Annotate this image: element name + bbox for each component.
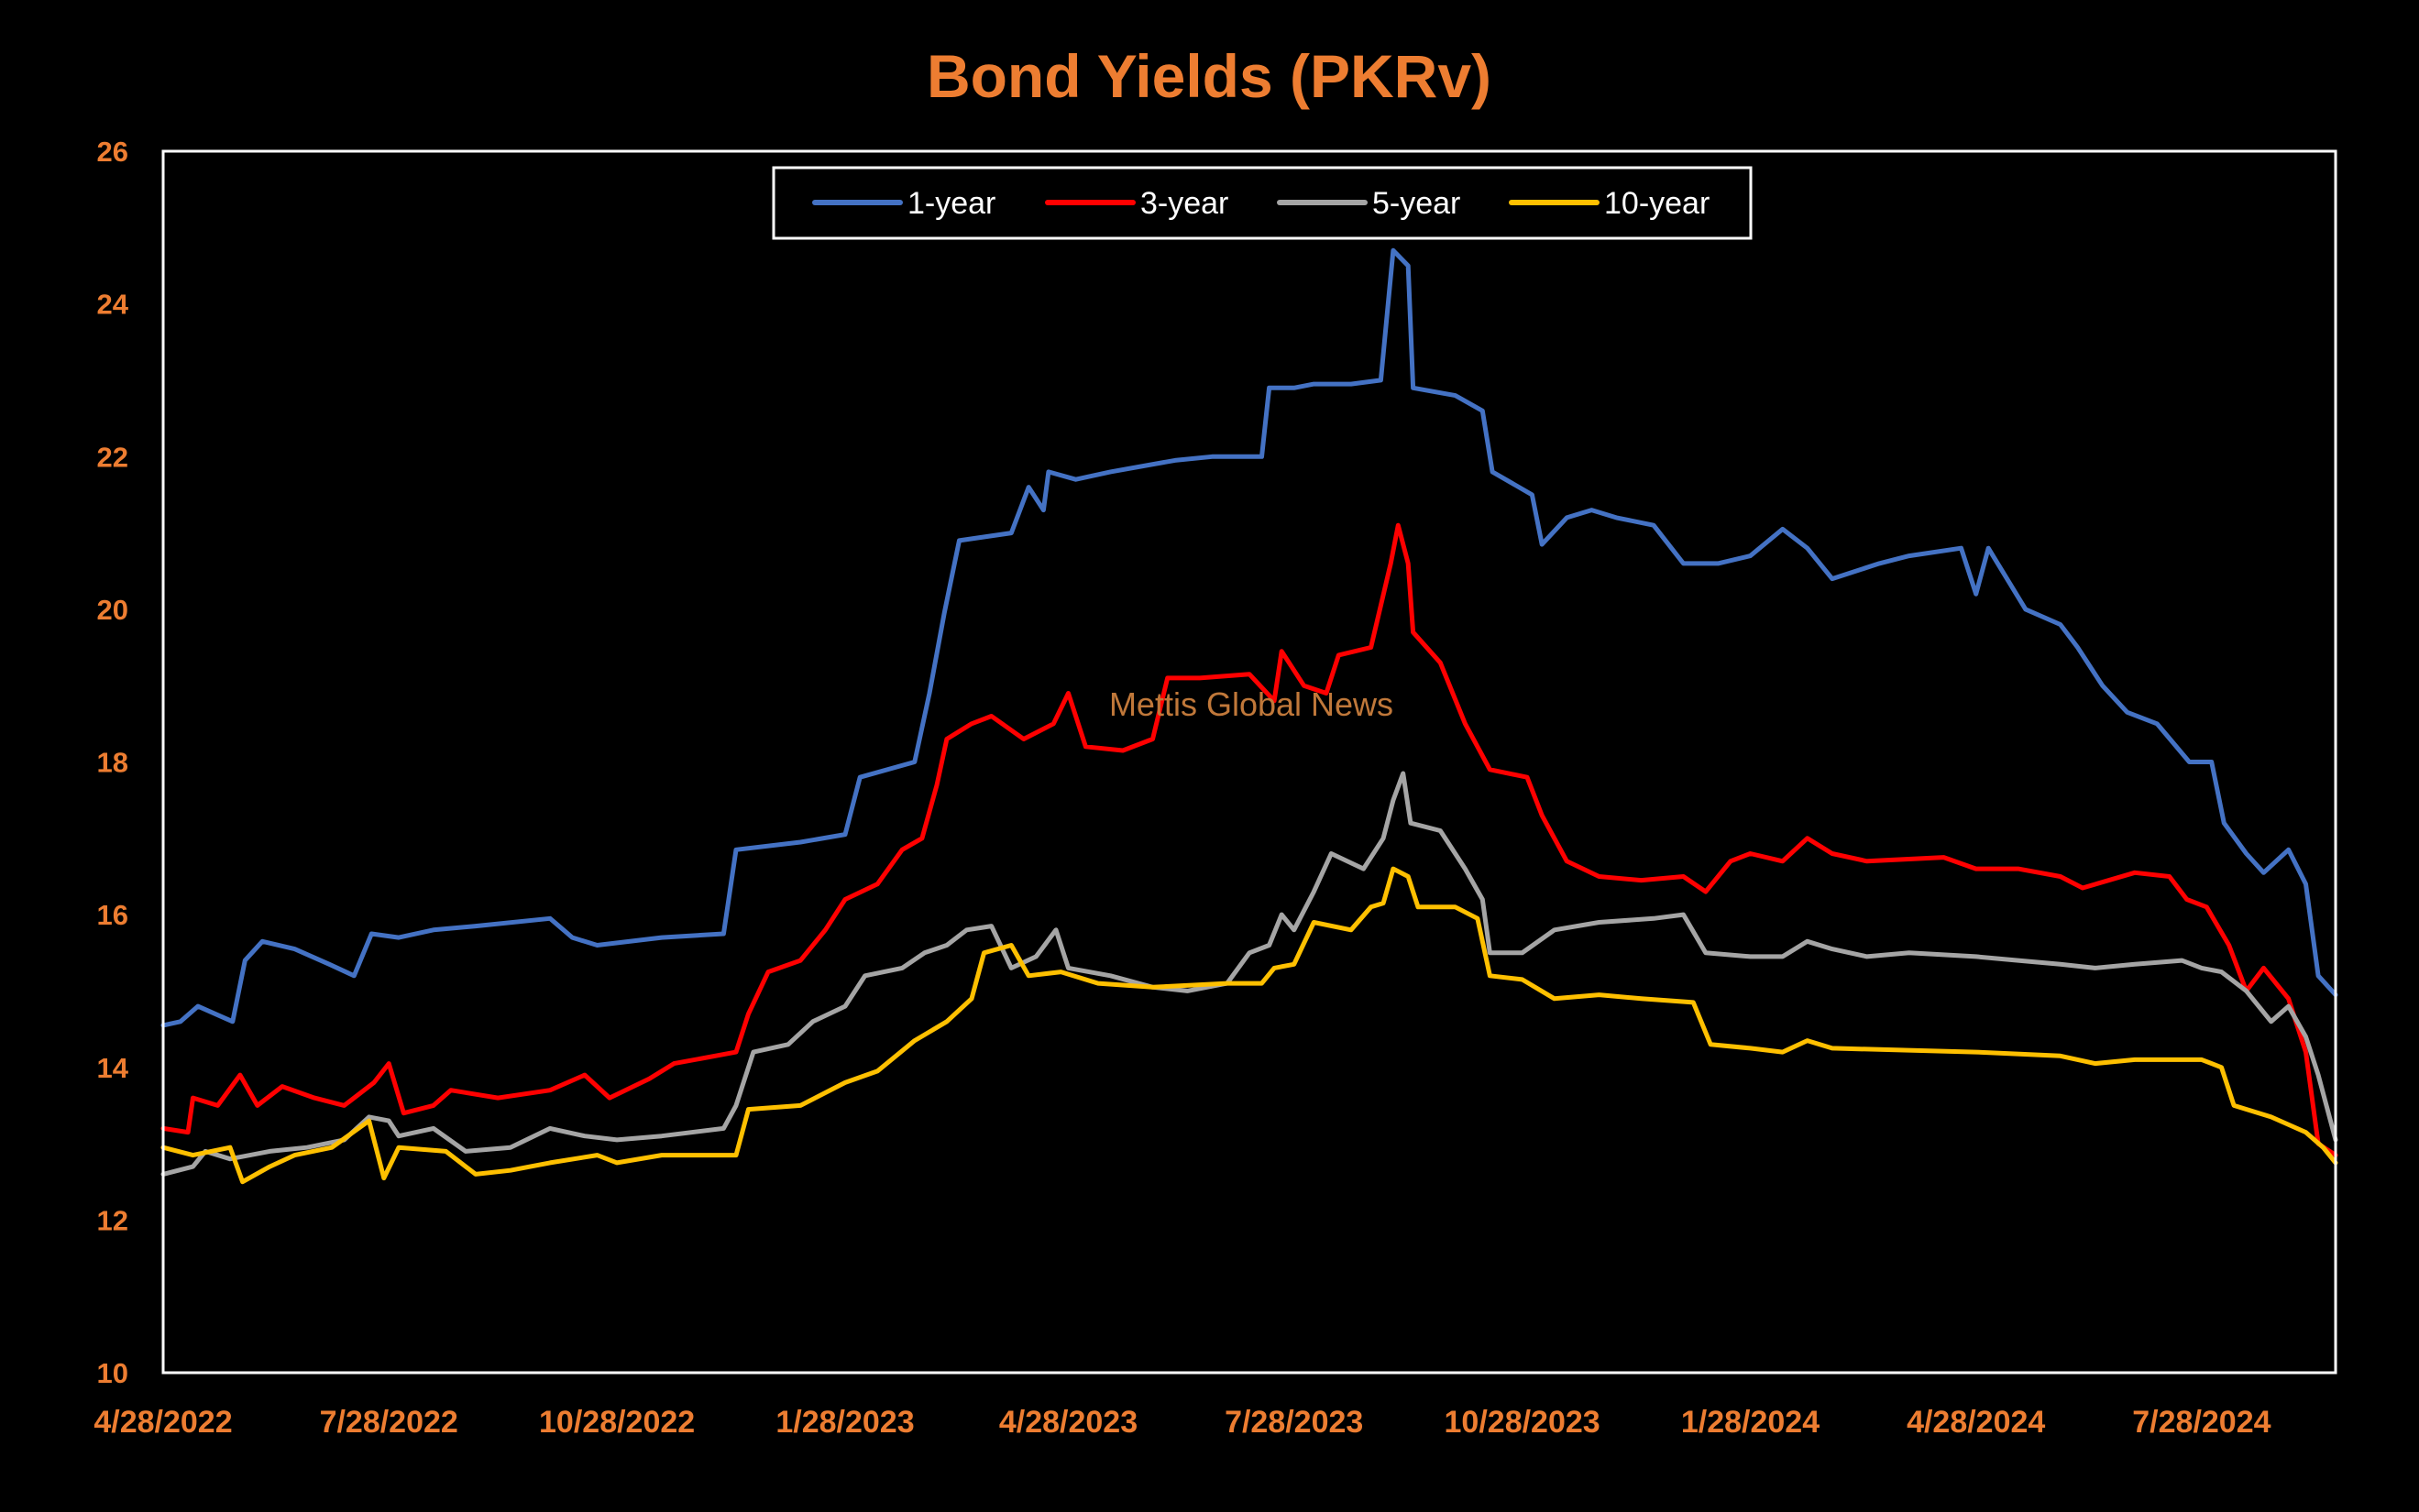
- x-axis-ticks: 4/28/2022 7/28/2022 10/28/2022 1/28/2023 4/2…: [93, 1405, 2271, 1440]
- x-tick-label: 4/28/2024: [1907, 1405, 2045, 1440]
- series-line-10-year: [160, 866, 2338, 1185]
- x-tick-label: 4/28/2022: [93, 1405, 232, 1440]
- x-tick-label: 7/28/2023: [1225, 1405, 1363, 1440]
- y-tick-label: 12: [97, 1204, 128, 1236]
- series-line-5-year: [160, 771, 2338, 1177]
- series-lines: [160, 247, 2338, 1185]
- y-tick-label: 26: [97, 136, 128, 168]
- legend-label: 1-year: [907, 186, 995, 221]
- x-tick-label: 4/28/2023: [999, 1405, 1138, 1440]
- y-tick-label: 10: [97, 1357, 128, 1389]
- x-tick-label: 1/28/2023: [775, 1405, 914, 1440]
- y-tick-label: 18: [97, 747, 128, 779]
- legend-label: 5-year: [1372, 186, 1460, 221]
- legend-item-10-year: 10-year: [1509, 186, 1710, 221]
- series-line-1-year: [160, 247, 2338, 1028]
- x-tick-label: 7/28/2024: [2132, 1405, 2271, 1440]
- plot-area-border: [161, 149, 2337, 1375]
- legend-item-3-year: 3-year: [1045, 186, 1228, 221]
- x-tick-label: 7/28/2022: [320, 1405, 458, 1440]
- legend-label: 3-year: [1140, 186, 1228, 221]
- x-tick-label: 1/28/2024: [1681, 1405, 1820, 1440]
- legend-label: 10-year: [1604, 186, 1710, 221]
- legend: 1-year 3-year 5-year 10-year: [772, 166, 1753, 240]
- y-tick-label: 22: [97, 441, 128, 473]
- y-tick-label: 14: [97, 1052, 129, 1084]
- y-tick-label: 24: [97, 289, 129, 321]
- legend-item-1-year: 1-year: [812, 186, 995, 221]
- y-tick-label: 20: [97, 594, 128, 626]
- watermark-text: Mettis Global News: [1109, 685, 1393, 723]
- y-tick-label: 16: [97, 899, 128, 931]
- series-line-3-year: [160, 522, 2338, 1158]
- x-tick-label: 10/28/2023: [1445, 1405, 1600, 1440]
- x-tick-label: 10/28/2022: [539, 1405, 695, 1440]
- legend-item-5-year: 5-year: [1277, 186, 1460, 221]
- y-axis-ticks: 10 12 14 16 18 20 22 24 26: [97, 136, 129, 1389]
- chart-title: Bond Yields (PKRv): [927, 42, 1491, 110]
